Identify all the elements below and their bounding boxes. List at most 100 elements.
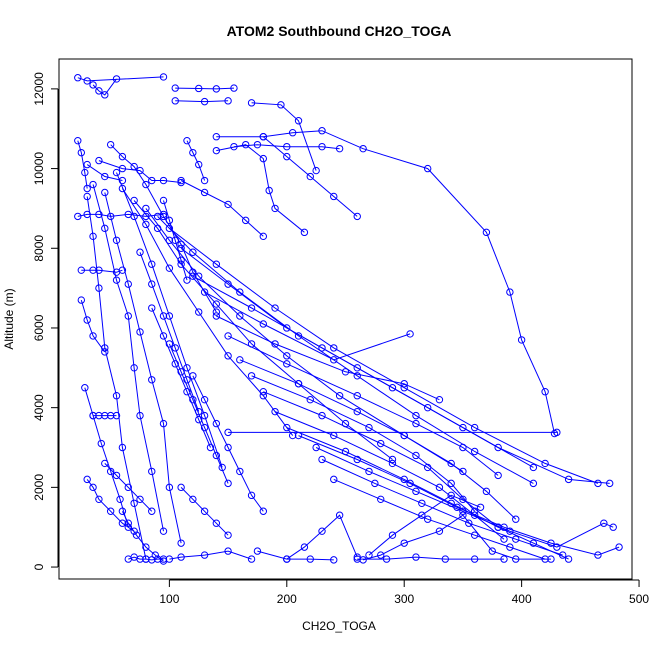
data-point — [142, 220, 150, 229]
series-12 — [106, 140, 221, 316]
data-point — [306, 555, 314, 563]
data-point — [171, 97, 179, 105]
data-point — [553, 428, 561, 437]
data-point — [359, 556, 367, 564]
data-point — [89, 411, 97, 420]
series-line — [216, 144, 305, 233]
data-point — [89, 180, 97, 189]
data-point — [294, 380, 303, 388]
data-point — [253, 547, 262, 555]
data-point — [482, 228, 491, 237]
series-line — [286, 514, 358, 560]
series-7 — [212, 127, 559, 438]
data-point — [112, 411, 121, 420]
series-line — [216, 130, 555, 434]
data-point — [609, 523, 617, 531]
data-point — [136, 495, 144, 504]
x-tick-label: 400 — [512, 592, 532, 606]
data-point — [400, 539, 408, 547]
data-point — [435, 527, 444, 535]
data-point — [224, 97, 232, 105]
data-point — [418, 499, 426, 507]
series-line — [86, 196, 147, 560]
data-point — [236, 288, 244, 296]
series-4 — [247, 99, 320, 175]
data-point — [118, 519, 127, 527]
data-point — [300, 543, 309, 551]
data-point — [101, 224, 109, 233]
data-point — [195, 415, 203, 424]
data-point — [447, 479, 455, 488]
data-point — [412, 419, 420, 428]
series-27 — [224, 332, 502, 480]
y-tick-label: 6000 — [32, 314, 46, 341]
series-line — [98, 160, 182, 183]
data-point — [353, 407, 361, 416]
series-56 — [165, 340, 232, 488]
data-point — [500, 535, 508, 543]
data-point — [159, 419, 168, 428]
series-23 — [177, 244, 614, 488]
data-point — [124, 523, 132, 531]
data-point — [529, 463, 538, 472]
series-14 — [83, 192, 150, 563]
data-point — [283, 352, 291, 360]
data-point — [189, 148, 197, 157]
data-point — [130, 499, 138, 507]
series-line — [151, 307, 211, 448]
series-line — [274, 411, 505, 540]
data-point — [247, 555, 256, 563]
data-point — [306, 172, 314, 181]
data-point — [388, 459, 397, 468]
data-point — [212, 85, 221, 93]
data-point — [136, 411, 144, 420]
data-point — [564, 475, 573, 484]
data-point — [224, 547, 232, 555]
series-3 — [171, 97, 232, 106]
y-axis-label: Altitude (m) — [2, 288, 16, 349]
data-point — [177, 483, 185, 492]
data-point — [142, 180, 150, 189]
data-point — [476, 503, 485, 511]
data-point — [142, 204, 150, 213]
series-line — [116, 172, 223, 468]
data-point — [512, 555, 520, 563]
x-tick-label: 300 — [394, 592, 414, 606]
data-point — [241, 216, 250, 225]
data-point — [259, 154, 268, 163]
series-line — [80, 299, 106, 353]
data-point — [330, 556, 338, 564]
data-point — [212, 300, 221, 308]
data-point — [330, 356, 338, 364]
data-point — [136, 248, 144, 256]
data-point — [459, 423, 467, 432]
data-point — [353, 364, 361, 372]
series-line — [86, 479, 135, 532]
data-point — [189, 272, 197, 280]
data-point — [318, 127, 326, 135]
data-point — [253, 140, 262, 149]
series-line — [251, 102, 317, 171]
data-point — [259, 388, 268, 396]
data-point — [247, 99, 256, 107]
data-point — [165, 236, 174, 245]
data-point — [112, 392, 121, 400]
data-point — [288, 129, 297, 137]
data-point — [224, 443, 232, 452]
data-point — [470, 531, 479, 539]
data-point — [142, 212, 150, 221]
series-50 — [177, 176, 268, 241]
data-point — [159, 527, 168, 535]
data-point — [83, 475, 91, 484]
y-tick-label: 10000 — [32, 152, 46, 186]
data-point — [165, 264, 174, 272]
data-point — [271, 407, 279, 416]
data-point — [171, 84, 179, 92]
data-point — [259, 320, 268, 328]
data-point — [353, 455, 361, 464]
data-point — [112, 168, 121, 177]
data-point — [212, 419, 221, 428]
data-point — [189, 372, 197, 380]
data-point — [206, 443, 215, 452]
series-59 — [101, 459, 156, 515]
